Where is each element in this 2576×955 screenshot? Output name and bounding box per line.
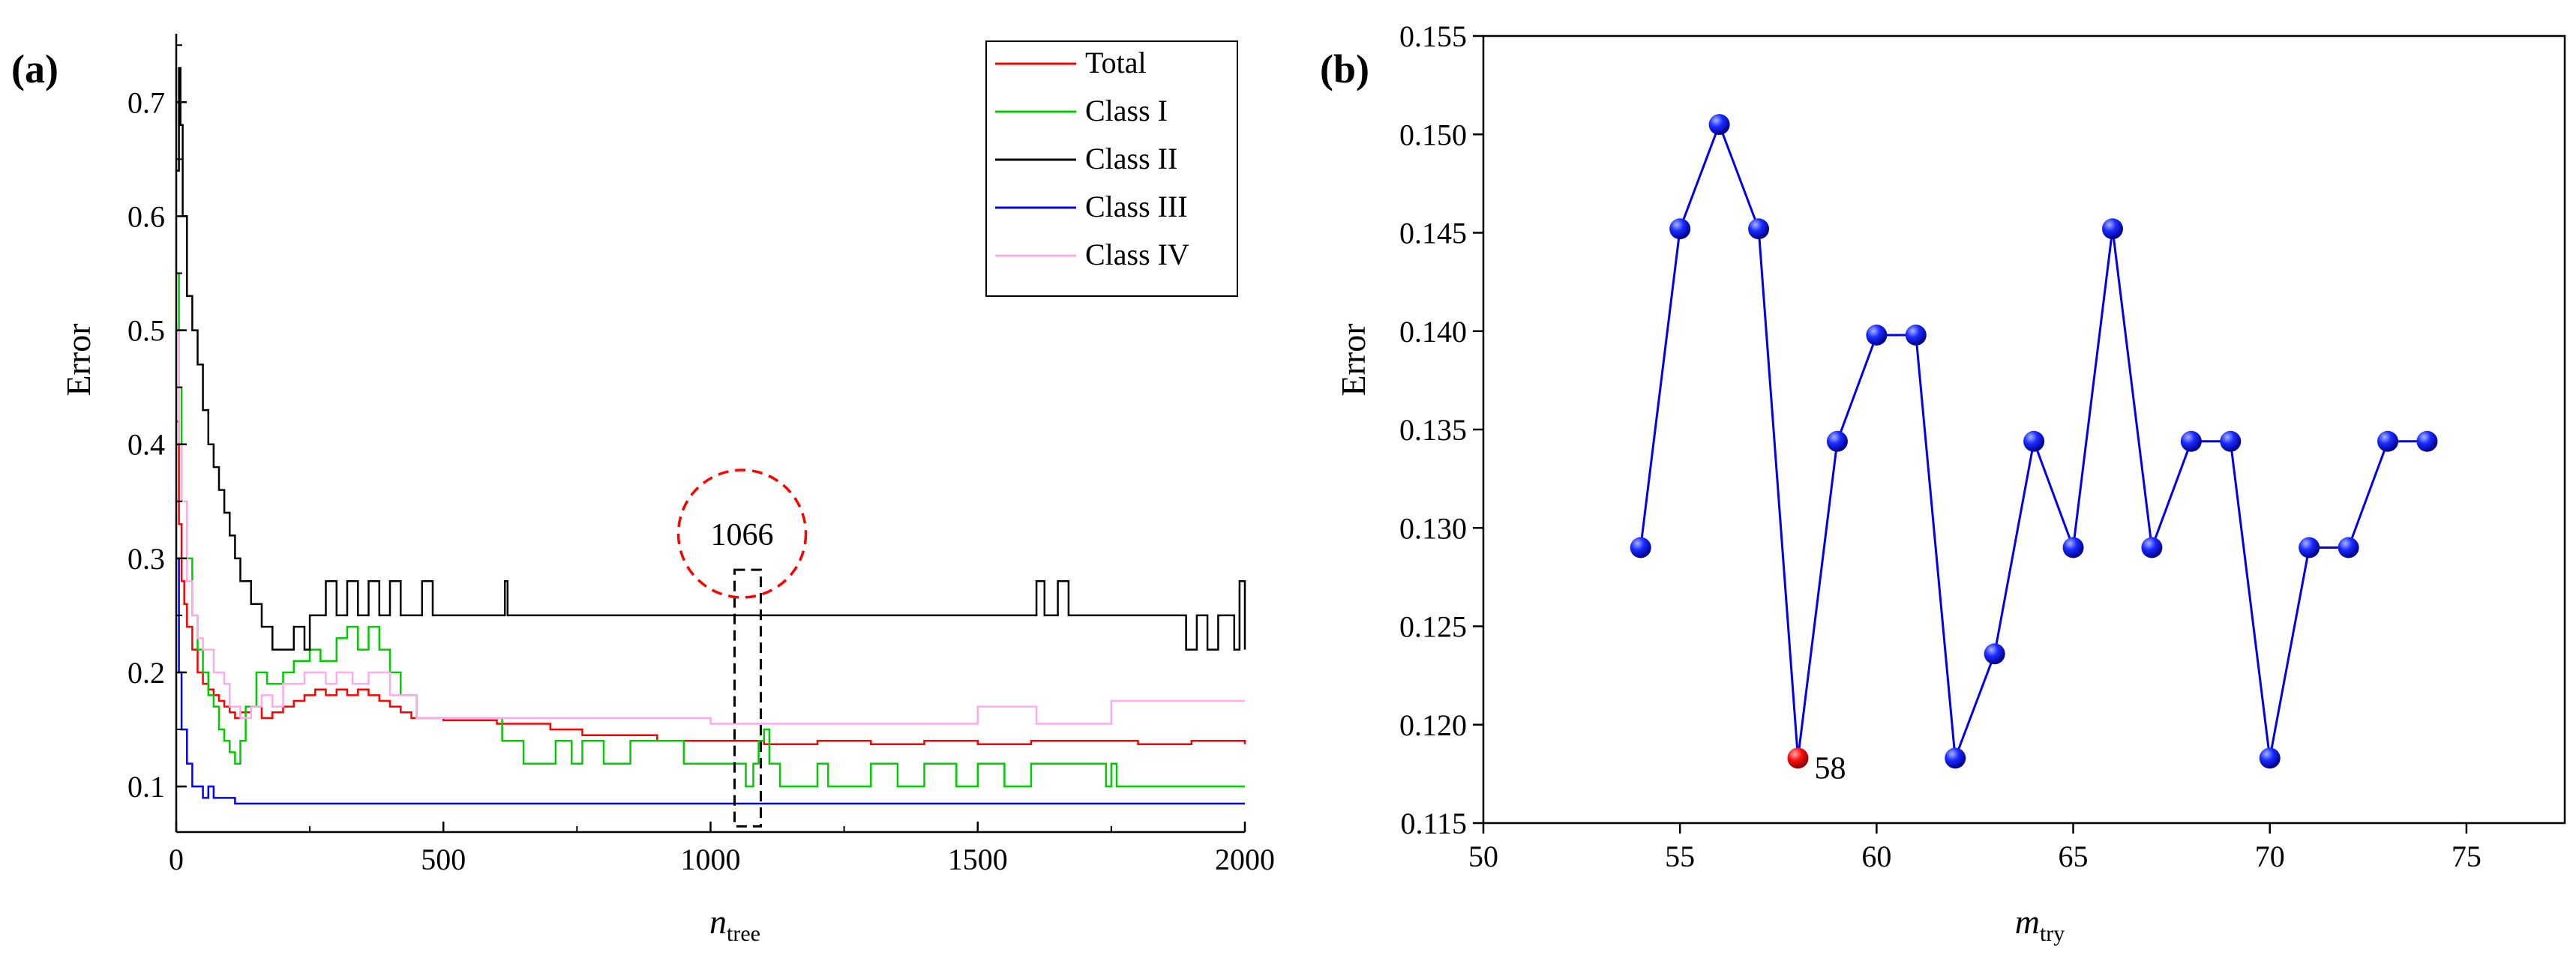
data-point xyxy=(2023,430,2045,452)
panel-a-legend: Total Class I Class II Class III Class IV xyxy=(985,40,1238,297)
x-tick-label: 60 xyxy=(1861,840,1891,873)
data-point xyxy=(2259,747,2281,769)
highlight-point xyxy=(1787,747,1809,769)
panel-b-series: 58 xyxy=(1630,114,2438,786)
panel-a-label: (a) xyxy=(11,46,58,91)
panel-a-series xyxy=(176,67,1246,805)
series-line-class-i xyxy=(176,272,1245,788)
y-tick-label: 0.1 xyxy=(127,770,165,804)
panel-b-ylabel: Error xyxy=(1334,323,1372,396)
y-tick-label: 0.135 xyxy=(1399,413,1467,447)
y-tick-label: 0.155 xyxy=(1399,19,1467,53)
data-point xyxy=(1905,325,1927,346)
x-tick-label: 1000 xyxy=(681,843,741,876)
y-tick-label: 0.120 xyxy=(1399,708,1467,742)
panel-b-xlabel-main: m xyxy=(2015,903,2040,941)
y-tick-label: 0.7 xyxy=(127,85,165,119)
panel-b: (b) 0.1150.1200.1250.1300.1350.1400.1450… xyxy=(1320,19,2566,946)
data-point xyxy=(2141,537,2163,558)
x-tick-label: 55 xyxy=(1665,840,1695,873)
data-point xyxy=(2377,430,2399,452)
y-tick-label: 0.150 xyxy=(1399,118,1467,151)
data-point xyxy=(1826,430,1848,452)
y-tick-label: 0.2 xyxy=(127,656,165,690)
panel-a: (a) 1066 0.1 0.2 0.3 0.4 0.5 0.6 0.7 0 500 1000 15… xyxy=(11,34,1275,946)
y-tick-label: 0.140 xyxy=(1399,315,1467,349)
y-tick-label: 0.5 xyxy=(127,314,165,348)
data-point xyxy=(1748,218,1770,240)
x-tick-label: 70 xyxy=(2255,840,2285,873)
panel-a-xlabel-main: n xyxy=(709,903,727,941)
panel-b-xlabel-sub: try xyxy=(2040,921,2065,946)
x-tick-label: 50 xyxy=(1468,840,1498,873)
x-tick-label: 0 xyxy=(169,843,184,876)
panel-a-ylabel: Error xyxy=(59,323,97,396)
highlight-label: 58 xyxy=(1814,751,1846,786)
data-point xyxy=(1866,325,1888,346)
data-point xyxy=(1708,114,1730,136)
legend-box xyxy=(985,40,1238,297)
data-point xyxy=(2416,430,2438,452)
data-point xyxy=(2062,537,2084,558)
panel-a-xlabel-sub: tree xyxy=(727,921,760,946)
panel-b-label: (b) xyxy=(1320,46,1369,91)
annotation-label: 1066 xyxy=(711,518,774,552)
x-tick-label: 1500 xyxy=(948,843,1008,876)
y-tick-label: 0.6 xyxy=(127,199,165,233)
panel-a-axes: 0.1 0.2 0.3 0.4 0.5 0.6 0.7 0 500 1000 1500 2000 xyxy=(127,34,1275,876)
legend-label: Class IV xyxy=(1085,238,1189,271)
annotation-box xyxy=(733,568,763,828)
panel-a-annotations: 1066 xyxy=(676,469,808,828)
y-tick-label: 0.4 xyxy=(127,428,165,462)
x-tick-label: 65 xyxy=(2059,840,2089,873)
panel-a-xlabel: ntree xyxy=(709,903,760,946)
series-line-class-iii xyxy=(176,557,1245,805)
data-point xyxy=(2180,430,2202,452)
data-point xyxy=(1945,747,1966,769)
data-point xyxy=(1630,537,1651,558)
x-tick-label: 2000 xyxy=(1215,843,1275,876)
panel-b-frame xyxy=(1482,34,2566,825)
annotation-circle xyxy=(676,469,808,599)
panel-b-axes: 0.115 0.120 0.125 0.130 0.135 0.140 0.145 0.150… xyxy=(1399,19,2566,873)
data-point xyxy=(1669,218,1691,240)
legend-label: Class II xyxy=(1085,142,1177,175)
y-tick-label: 0.125 xyxy=(1399,610,1467,644)
legend-label: Class I xyxy=(1085,94,1168,127)
y-tick-label: 0.115 xyxy=(1400,807,1467,840)
data-point xyxy=(2338,537,2359,558)
data-point xyxy=(2299,537,2320,558)
y-tick-label: 0.145 xyxy=(1399,217,1467,250)
data-point xyxy=(2220,430,2242,452)
y-tick-label: 0.3 xyxy=(127,542,165,576)
x-tick-label: 500 xyxy=(421,843,466,876)
y-tick-label: 0.130 xyxy=(1399,511,1467,545)
data-point xyxy=(2101,218,2123,240)
series-line-class-ii xyxy=(176,67,1246,651)
panel-b-xlabel: mtry xyxy=(2015,903,2065,946)
data-point xyxy=(1984,643,2005,665)
x-tick-label: 75 xyxy=(2452,840,2482,873)
legend-label: Class III xyxy=(1085,190,1188,223)
series-line-class-iv xyxy=(176,329,1245,725)
legend-label: Total xyxy=(1085,46,1147,79)
